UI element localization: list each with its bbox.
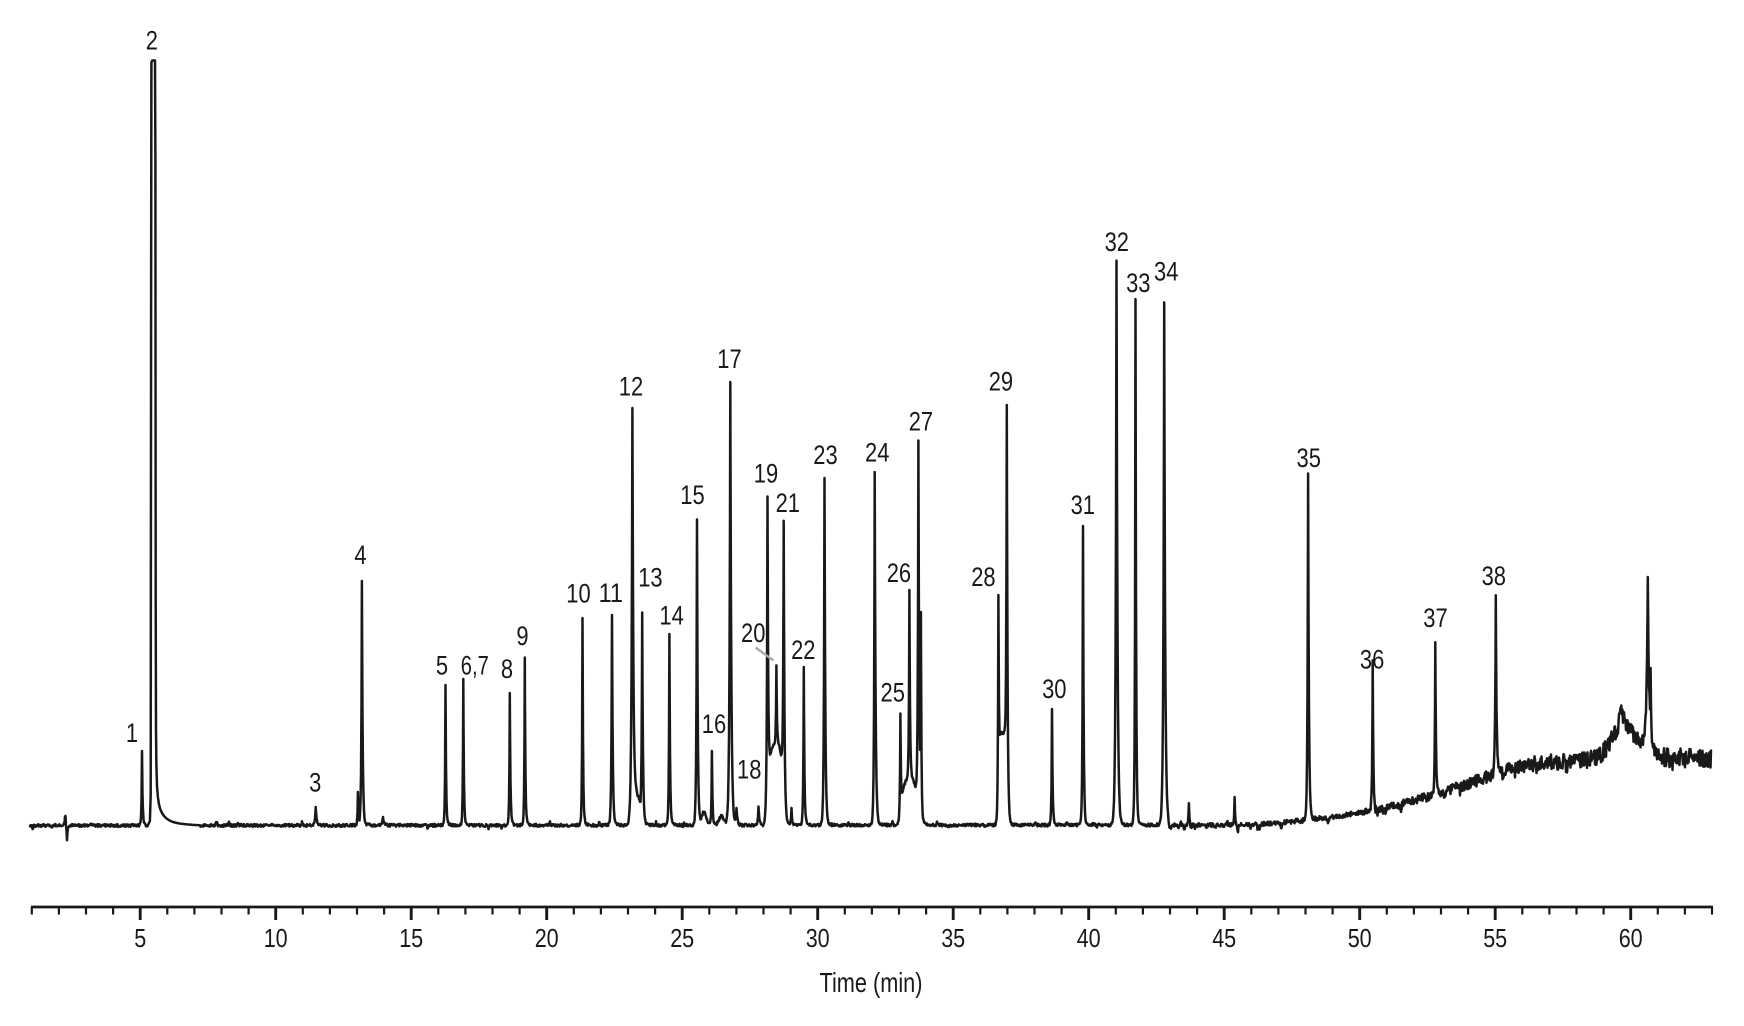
svg-text:36: 36	[1360, 645, 1384, 675]
svg-text:33: 33	[1126, 268, 1150, 298]
svg-text:27: 27	[909, 407, 933, 437]
svg-text:11: 11	[599, 578, 623, 608]
svg-text:32: 32	[1105, 227, 1129, 257]
svg-text:22: 22	[791, 635, 815, 665]
svg-text:20: 20	[535, 925, 559, 953]
svg-text:3: 3	[309, 768, 321, 798]
svg-text:13: 13	[638, 563, 662, 593]
svg-text:15: 15	[399, 925, 423, 953]
svg-text:60: 60	[1619, 925, 1643, 953]
svg-text:31: 31	[1071, 490, 1095, 520]
svg-text:10: 10	[264, 925, 288, 953]
svg-text:30: 30	[806, 925, 830, 953]
svg-text:35: 35	[941, 925, 965, 953]
svg-text:30: 30	[1042, 674, 1066, 704]
svg-text:21: 21	[776, 488, 800, 518]
svg-text:34: 34	[1154, 257, 1178, 287]
svg-text:15: 15	[680, 480, 704, 510]
svg-text:38: 38	[1482, 561, 1506, 591]
svg-text:Time (min): Time (min)	[820, 967, 923, 998]
svg-text:20: 20	[741, 618, 765, 648]
svg-text:25: 25	[881, 678, 905, 708]
svg-text:10: 10	[566, 579, 590, 609]
svg-text:40: 40	[1077, 925, 1101, 953]
svg-text:45: 45	[1212, 925, 1236, 953]
svg-text:1: 1	[126, 718, 138, 748]
svg-text:5: 5	[134, 925, 146, 953]
svg-text:29: 29	[989, 367, 1013, 397]
svg-text:4: 4	[354, 540, 366, 570]
svg-text:16: 16	[702, 709, 726, 739]
svg-text:24: 24	[865, 438, 889, 468]
svg-text:35: 35	[1297, 443, 1321, 473]
svg-text:37: 37	[1423, 603, 1447, 633]
svg-text:14: 14	[659, 601, 683, 631]
svg-text:6,7: 6,7	[461, 651, 489, 681]
svg-text:23: 23	[813, 440, 837, 470]
svg-text:12: 12	[619, 372, 643, 402]
svg-text:19: 19	[754, 459, 778, 489]
svg-text:5: 5	[436, 651, 448, 681]
svg-text:9: 9	[516, 621, 528, 651]
svg-text:55: 55	[1483, 925, 1507, 953]
svg-text:8: 8	[501, 654, 513, 684]
svg-text:26: 26	[887, 558, 911, 588]
svg-text:17: 17	[717, 344, 741, 374]
svg-text:25: 25	[670, 925, 694, 953]
svg-text:2: 2	[146, 26, 158, 56]
svg-text:28: 28	[971, 562, 995, 592]
svg-text:50: 50	[1348, 925, 1372, 953]
svg-text:18: 18	[737, 755, 761, 785]
